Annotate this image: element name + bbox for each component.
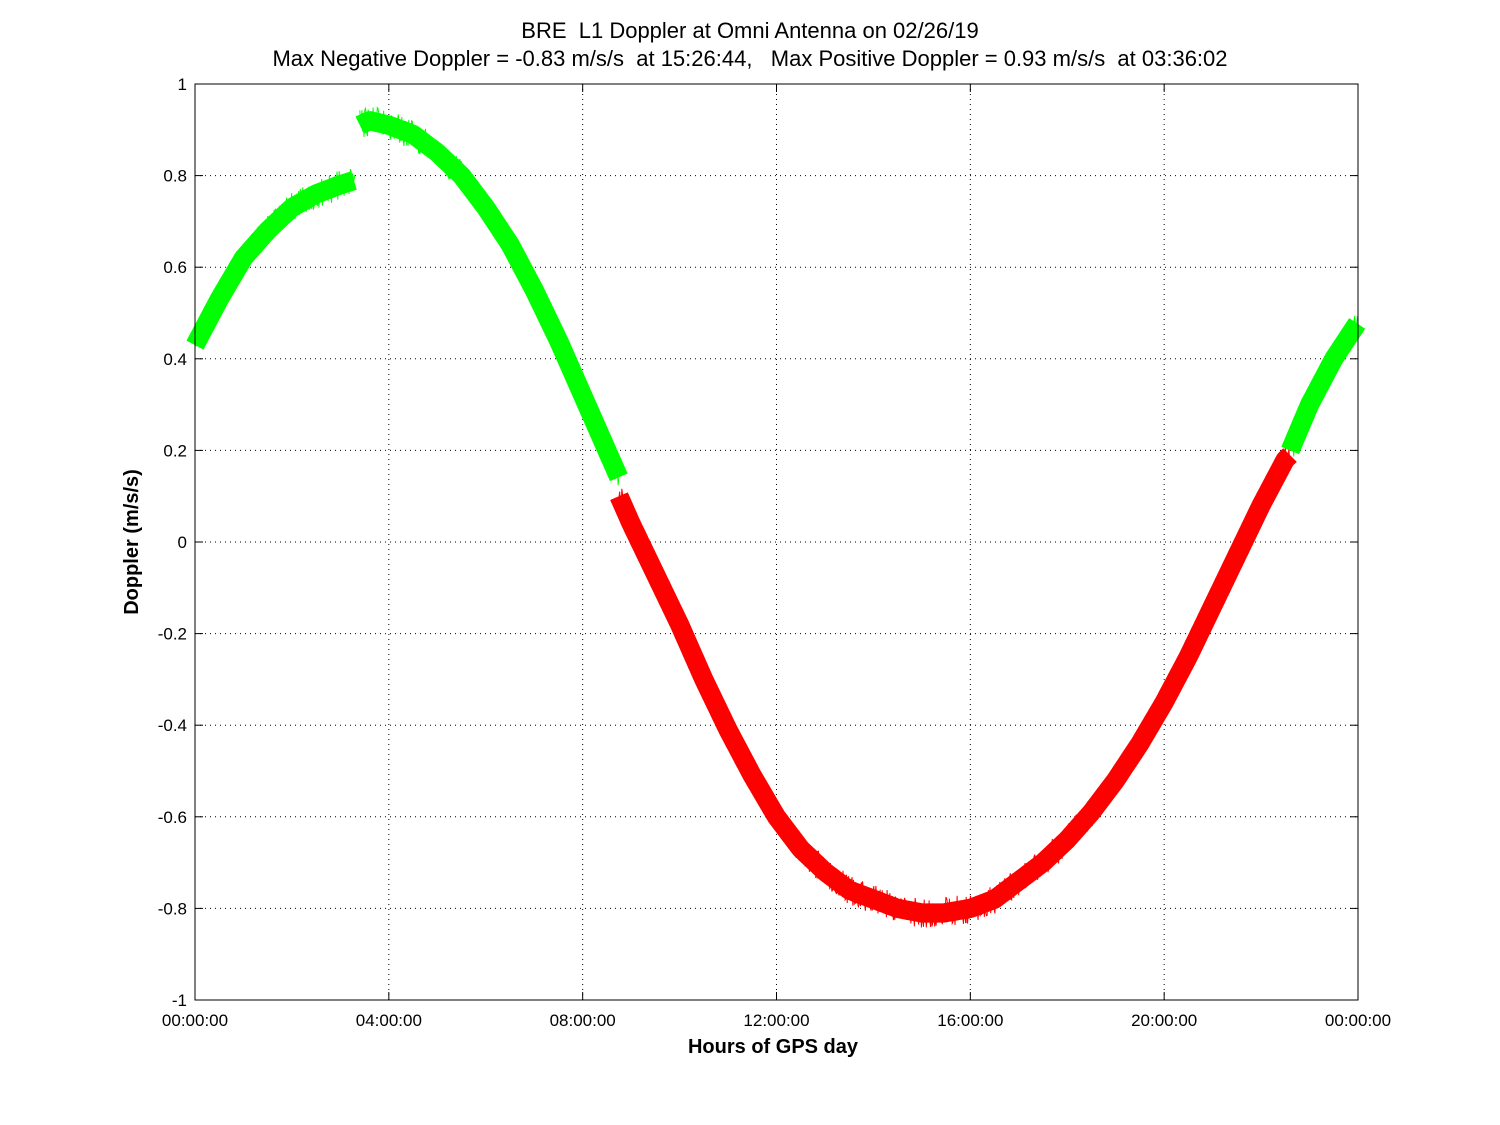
y-tick-label: 0.2 bbox=[163, 441, 187, 460]
series-layer bbox=[186, 106, 1366, 928]
chart-subtitle: Max Negative Doppler = -0.83 m/s/s at 15… bbox=[272, 46, 1228, 71]
series-1-core bbox=[351, 111, 628, 485]
y-tick-label: -1 bbox=[172, 991, 187, 1010]
y-tick-label: -0.8 bbox=[158, 899, 187, 918]
y-axis-label: Doppler (m/s/s) bbox=[121, 469, 143, 615]
x-tick-label: 08:00:00 bbox=[550, 1011, 616, 1030]
y-tick-label: 1 bbox=[178, 75, 187, 94]
x-tick-label: 12:00:00 bbox=[743, 1011, 809, 1030]
grid-layer bbox=[195, 84, 1358, 1000]
x-tick-label: 00:00:00 bbox=[1325, 1011, 1391, 1030]
y-tick-label: 0.4 bbox=[163, 350, 187, 369]
x-tick-label: 20:00:00 bbox=[1131, 1011, 1197, 1030]
series-0-line bbox=[194, 168, 356, 348]
y-tick-label: 0.8 bbox=[163, 167, 187, 186]
y-tick-label: 0.6 bbox=[163, 258, 187, 277]
y-tick-label: -0.2 bbox=[158, 625, 187, 644]
y-tick-label: -0.6 bbox=[158, 808, 187, 827]
x-tick-label: 16:00:00 bbox=[937, 1011, 1003, 1030]
x-tick-label: 00:00:00 bbox=[162, 1011, 228, 1030]
tick-layer: 00:00:00 04:00:00 08:00:00 12:00:00 16:00:00… bbox=[158, 75, 1391, 1030]
series-3-line bbox=[1289, 315, 1358, 457]
series-2-core bbox=[610, 446, 1299, 923]
plot-frame bbox=[194, 83, 1359, 1001]
x-tick-label: 04:00:00 bbox=[356, 1011, 422, 1030]
y-tick-label: 0 bbox=[178, 533, 187, 552]
x-axis-label: Hours of GPS day bbox=[688, 1036, 859, 1058]
series-2-line bbox=[618, 443, 1291, 928]
series-0-core bbox=[186, 171, 363, 353]
series-1-line bbox=[359, 106, 620, 486]
chart-title: BRE L1 Doppler at Omni Antenna on 02/26/… bbox=[521, 18, 979, 43]
y-tick-label: -0.4 bbox=[158, 716, 187, 735]
